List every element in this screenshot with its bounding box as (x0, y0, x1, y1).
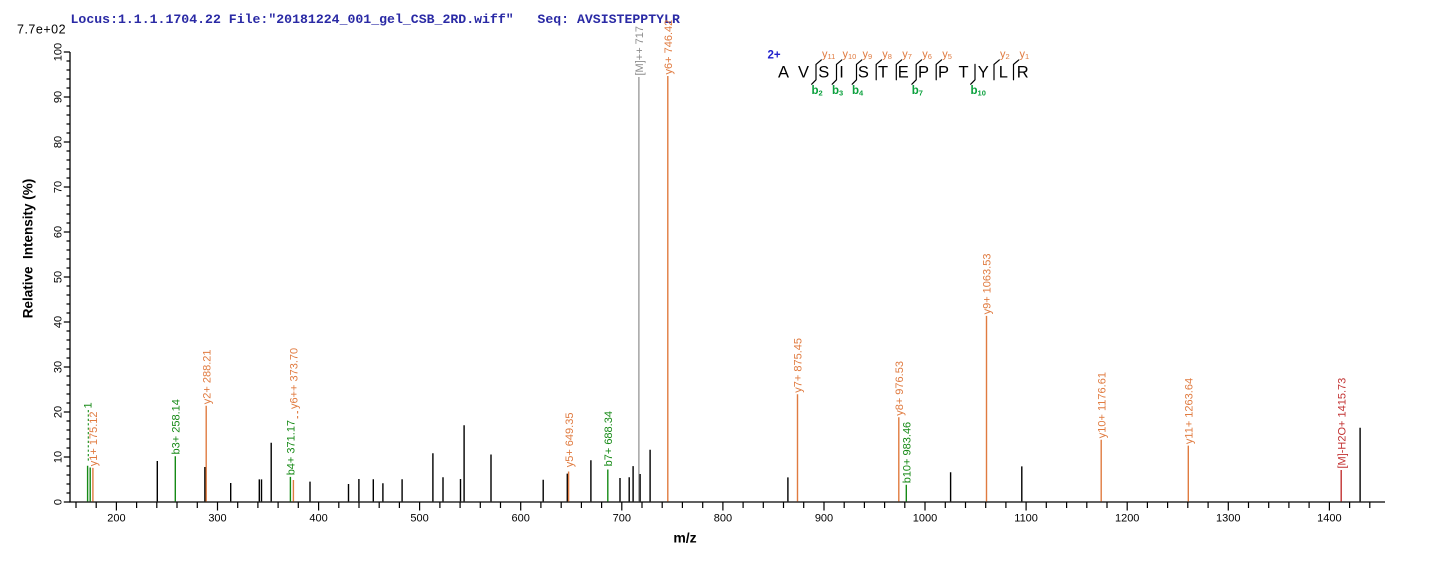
svg-text:y11+ 1263.64: y11+ 1263.64 (1184, 378, 1196, 444)
svg-text:1100: 1100 (1014, 513, 1038, 525)
svg-text:60: 60 (53, 226, 65, 238)
svg-text:y7+ 875.45: y7+ 875.45 (793, 338, 805, 393)
svg-text:y6: y6 (922, 48, 932, 61)
svg-text:y1: y1 (1020, 48, 1030, 61)
svg-text:T: T (878, 64, 888, 82)
svg-text:y2+ 288.21: y2+ 288.21 (201, 349, 213, 404)
svg-text:200: 200 (107, 513, 125, 525)
svg-text:40: 40 (53, 316, 65, 328)
svg-text:S: S (818, 64, 829, 82)
svg-text:y6+ 746.42: y6+ 746.42 (663, 20, 675, 75)
svg-text:V: V (798, 64, 809, 82)
svg-text:b10+ 983.46: b10+ 983.46 (902, 422, 914, 483)
svg-text:y7: y7 (902, 48, 912, 61)
svg-text:b4: b4 (852, 85, 864, 98)
svg-text:b3: b3 (832, 85, 843, 98)
svg-text:7.7e+02: 7.7e+02 (17, 23, 66, 37)
svg-text:10: 10 (53, 451, 65, 463)
svg-text:R: R (1017, 64, 1029, 82)
svg-text:b2: b2 (812, 85, 823, 98)
svg-text:L: L (999, 64, 1008, 82)
svg-text:y5+ 649.35: y5+ 649.35 (564, 413, 576, 468)
svg-text:T: T (959, 64, 969, 82)
svg-text:P: P (918, 64, 929, 82)
svg-text:600: 600 (512, 513, 530, 525)
svg-text:b10: b10 (971, 85, 986, 98)
svg-text:Y: Y (978, 64, 989, 82)
svg-text:0: 0 (53, 499, 65, 505)
svg-text:1300: 1300 (1216, 513, 1240, 525)
svg-text:900: 900 (815, 513, 833, 525)
svg-text:700: 700 (613, 513, 631, 525)
svg-text:Locus:1.1.1.1704.22 File:"2018: Locus:1.1.1.1704.22 File:"20181224_001_g… (71, 12, 680, 27)
svg-text:y8+ 976.53: y8+ 976.53 (894, 361, 906, 416)
svg-text:y6++ 373.70: y6++ 373.70 (289, 348, 301, 409)
svg-text:100: 100 (53, 43, 65, 61)
svg-text:y9: y9 (863, 48, 873, 61)
svg-text:y10+ 1176.61: y10+ 1176.61 (1096, 372, 1108, 438)
svg-text:[M]-H2O+ 1415.73: [M]-H2O+ 1415.73 (1336, 378, 1348, 469)
svg-text:y2: y2 (1000, 48, 1010, 61)
svg-text:20: 20 (53, 406, 65, 418)
svg-text:b7: b7 (912, 85, 923, 98)
svg-text:400: 400 (309, 513, 327, 525)
svg-text:50: 50 (53, 271, 65, 283)
svg-text:b4+ 371.17: b4+ 371.17 (286, 420, 298, 475)
svg-text:30: 30 (53, 361, 65, 373)
svg-text:500: 500 (410, 513, 428, 525)
svg-text:y9+ 1063.53: y9+ 1063.53 (982, 254, 994, 315)
svg-text:80: 80 (53, 136, 65, 148)
svg-text:90: 90 (53, 91, 65, 103)
svg-text:y1+ 175.12: y1+ 175.12 (88, 411, 100, 466)
svg-text:2+: 2+ (768, 49, 781, 61)
svg-text:1000: 1000 (913, 513, 937, 525)
svg-text:[M]++ 717: [M]++ 717 (634, 26, 646, 76)
svg-text:Relative Intensity (%): Relative Intensity (%) (21, 179, 36, 319)
svg-text:b7+ 688.34: b7+ 688.34 (603, 411, 615, 466)
svg-text:y8: y8 (882, 48, 892, 61)
svg-text:E: E (898, 64, 909, 82)
svg-text:y5: y5 (942, 48, 952, 61)
svg-text:m/z: m/z (673, 530, 696, 546)
svg-text:y11: y11 (822, 48, 835, 61)
svg-text:y10: y10 (843, 48, 857, 61)
svg-text:A: A (778, 64, 789, 82)
svg-text:1400: 1400 (1317, 513, 1341, 525)
svg-text:800: 800 (714, 513, 732, 525)
svg-text:P: P (938, 64, 949, 82)
svg-text:70: 70 (53, 181, 65, 193)
svg-text:b3+ 258.14: b3+ 258.14 (171, 399, 183, 454)
svg-text:1: 1 (83, 402, 95, 408)
svg-text:I: I (839, 64, 844, 82)
svg-text:S: S (858, 64, 869, 82)
svg-text:300: 300 (208, 513, 226, 525)
svg-text:1200: 1200 (1115, 513, 1139, 525)
